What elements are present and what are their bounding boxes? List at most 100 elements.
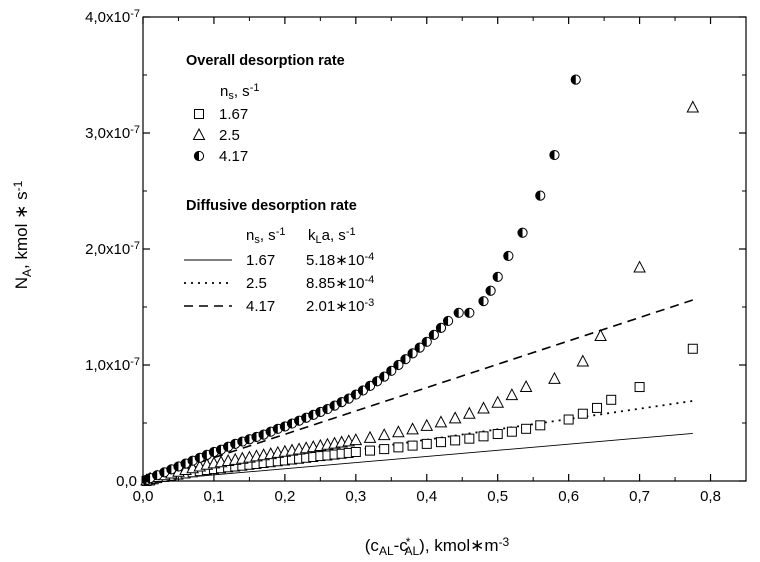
data-point-triangle [392,425,405,438]
legend-kla-value: 2.01∗10-3 [306,297,374,315]
data-point-square [563,414,574,425]
data-points [140,74,700,486]
data-point-triangle [406,422,419,435]
data-point-half-circle [485,285,496,296]
x-tick-label: 0,1 [204,488,225,505]
data-point-half-circle [357,385,369,396]
data-point-half-circle [549,149,560,161]
y-tick-label: 0,0 [116,473,137,490]
data-point-half-circle [453,307,464,318]
data-point-triangle [377,428,391,441]
data-point-half-circle [152,470,163,481]
data-point-half-circle [223,441,234,452]
data-point-half-circle [435,322,447,333]
data-point-triangle [548,371,561,384]
data-point-square [687,343,698,354]
data-point-half-circle [350,389,361,400]
data-point-triangle [686,100,700,113]
data-point-square [521,423,532,434]
x-tick-label: 0,6 [558,488,579,505]
data-point-half-circle [379,371,390,382]
data-point-triangle [448,411,462,424]
legend-diffusive-label: 2.5 [246,275,267,292]
data-point-triangle [576,354,590,367]
legend-overall-title: Overall desorption rate [186,53,345,69]
data-point-triangle [594,328,607,341]
data-point-half-circle [372,376,383,387]
model-line-dashed [142,299,694,482]
data-point-half-circle [492,271,503,282]
data-point-square [379,444,390,455]
data-point-triangle [477,401,490,414]
legend-kla-value: 5.18∗10-4 [306,251,374,269]
y-tick-label: 1,0x10-7 [85,356,140,374]
data-point-square [365,445,376,456]
data-point-triangle [434,415,448,428]
data-point-square [478,431,489,442]
legend-diffusive-label: 1.67 [246,252,275,269]
legend-overall-column-header: ns, s-1 [220,82,259,102]
data-point-square [535,420,546,431]
data-point-half-circle [464,307,475,318]
legend-diffusive-title: Diffusive desorption rate [186,198,357,214]
legend-overall-label: 2.5 [219,127,240,144]
y-tick-label: 2,0x10-7 [85,240,140,258]
data-point-square [606,394,617,405]
legend-overall-label: 4.17 [219,148,248,165]
x-tick-label: 0,0 [133,488,154,505]
data-point-half-circle [343,393,354,404]
data-point-triangle [420,418,434,431]
legend-diffusive-label: 4.17 [246,298,275,315]
y-tick-label: 4,0x10-7 [85,8,140,26]
data-point-half-circle [478,296,489,307]
data-point-square [634,382,645,393]
data-point-square [506,426,517,437]
data-point-triangle [491,395,505,408]
y-axis-title: NA, kmol ∗ s-1 [11,180,34,289]
data-point-square [350,447,361,457]
data-point-half-circle [570,74,581,85]
x-tick-label: 0,3 [345,488,366,505]
data-point-half-circle [442,315,454,327]
x-tick-label: 0,2 [274,488,295,505]
data-point-triangle [633,260,646,273]
legend-marker-triangle [192,127,206,140]
data-point-half-circle [428,329,439,340]
y-tick-label: 3,0x10-7 [85,124,140,142]
x-tick-label: 0,8 [700,488,721,505]
data-point-triangle [505,388,519,401]
data-point-square [464,433,475,444]
model-lines [142,299,694,482]
data-point-half-circle [400,354,411,365]
data-point-half-circle [322,403,333,415]
data-point-half-circle [393,359,404,371]
data-point-half-circle [503,250,514,262]
data-point-half-circle [194,452,205,463]
data-point-square [435,437,446,448]
data-point-half-circle [386,365,397,376]
data-point-half-circle [414,342,425,353]
data-point-square [492,429,503,440]
data-point-half-circle [517,227,528,238]
x-axis: 0,0 0,1 0,2 0,3 0,4 0,5 0,6 0,7 0,8 [133,17,721,505]
data-point-triangle [349,433,363,446]
data-point-square [450,435,461,446]
legend-marker-half-circle [193,150,205,162]
data-point-square [393,442,404,453]
legend-marker-square [194,109,204,119]
data-point-square [592,402,603,413]
data-point-triangle [463,406,476,419]
data-point-square [577,408,588,419]
data-point-half-circle [364,380,376,391]
data-point-triangle [519,379,533,393]
data-point-square [407,440,418,451]
y-axis: 0,0 1,0x10-7 2,0x10-7 3,0x10-7 4,0x10-7 [85,8,746,490]
data-point-half-circle [421,336,432,347]
data-point-square [421,438,432,449]
legend-diffusive-column-header-ns: ns, s-1 [246,226,285,246]
x-tick-label: 0,7 [629,488,650,505]
data-point-half-circle [407,348,418,359]
x-tick-label: 0,5 [487,488,508,505]
legend-kla-value: 8.85∗10-4 [306,274,374,292]
